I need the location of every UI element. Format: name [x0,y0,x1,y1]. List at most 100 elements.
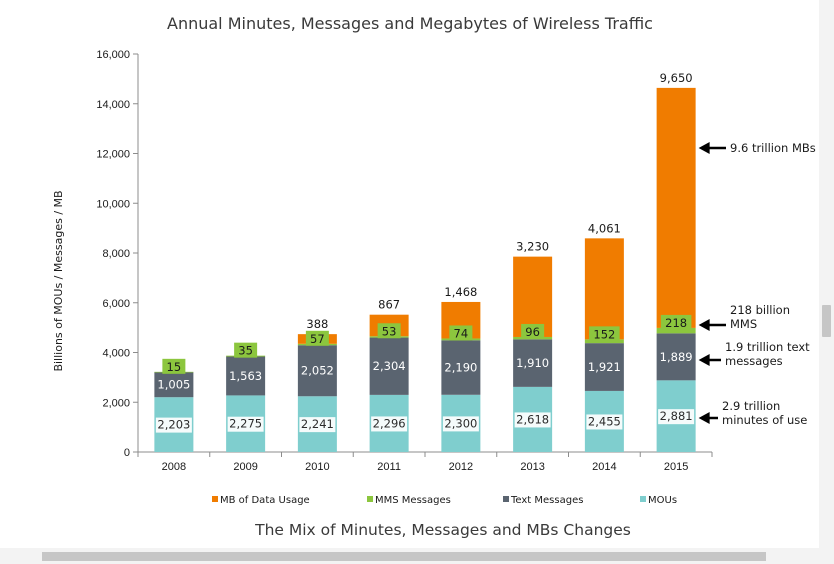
bar-segment-data-usage [656,87,696,328]
data-label-box [371,416,408,432]
annotation-text: minutes of use [722,413,807,427]
chart-subtitle: The Mix of Minutes, Messages and MBs Cha… [254,521,631,539]
data-label-mous: 2,296 [373,416,406,430]
annotation-arrow-head [698,319,710,331]
data-label-data-usage: 3,230 [516,240,549,254]
data-label-mous: 2,203 [157,418,190,432]
annotation-text: MMS [730,317,757,331]
annotation-text: 218 billion [730,303,790,317]
annotation-text: 2.9 trillion [722,399,780,413]
data-label-box [660,314,692,330]
bar-segment-text-messages [369,337,409,395]
y-tick-label: 0 [124,447,130,459]
data-label-box [305,330,329,346]
data-label-mms-messages: 74 [454,326,469,340]
data-label-box [658,409,695,425]
data-label-mous: 2,455 [588,414,621,428]
x-tick-label: 2008 [162,461,186,473]
bar-segment-text-messages [297,345,337,397]
bar-segment-text-messages [513,339,553,387]
data-label-text-messages: 2,190 [444,361,477,375]
annotation-arrow-head [698,354,710,366]
data-label-box [589,326,620,342]
legend-label: Text Messages [510,495,583,506]
data-label-box [442,416,479,432]
x-tick-label: 2012 [449,461,473,473]
legend-swatch [503,496,509,502]
data-label-box [377,323,401,339]
data-label-box [155,417,192,433]
data-label-text-messages: 2,052 [301,364,334,378]
x-tick-label: 2011 [377,461,401,473]
horizontal-scroll-thumb[interactable] [42,552,766,561]
data-label-data-usage: 9,650 [660,71,693,85]
bar-segment-text-messages [441,340,481,395]
vertical-scrollbar[interactable] [819,0,834,548]
data-label-text-messages: 1,889 [660,350,693,364]
data-label-mms-messages: 218 [665,316,687,330]
x-tick-label: 2010 [305,461,329,473]
legend: MB of Data Usage MMS Messages Text Message… [212,495,677,506]
legend-label: MMS Messages [375,495,451,506]
x-tick-label: 2013 [520,461,544,473]
x-axis: 2008 2009 2010 2011 2012 2013 2014 2015 [137,451,713,473]
data-label-data-usage: 388 [306,317,328,331]
y-tick-label: 10,000 [96,198,130,210]
data-label-box [521,323,545,339]
data-label-text-messages: 2,304 [373,359,406,373]
data-label-mous: 2,300 [444,416,477,430]
annotation-text: messages [725,354,783,368]
bar-segment-text-messages [154,372,194,398]
data-label-mous: 2,881 [660,409,693,423]
bar-segment-text-messages [584,343,624,391]
data-label-mous: 2,275 [229,417,262,431]
annotation-arrow-head [698,142,710,154]
data-label-mms-messages: 152 [593,327,615,341]
bar-segment-data-usage [513,256,553,337]
y-tick-label: 4,000 [102,348,130,360]
data-label-box [514,412,551,428]
data-label-mous: 2,241 [301,417,334,431]
data-label-mms-messages: 35 [238,344,253,358]
data-label-data-usage: 1,468 [444,285,477,299]
data-label-mms-messages: 96 [525,325,540,339]
data-label-mms-messages: 15 [167,360,182,374]
x-tick-label: 2009 [233,461,257,473]
data-label-mms-messages: 57 [310,332,325,346]
data-label-text-messages: 1,005 [157,378,190,392]
data-label-box [227,416,264,432]
data-label-mms-messages: 53 [382,324,397,338]
bar-segment-data-usage [584,238,624,340]
chart-title: Annual Minutes, Messages and Megabytes o… [167,14,653,33]
data-label-text-messages: 1,563 [229,369,262,383]
y-tick-label: 12,000 [96,149,130,161]
bar-segment-mms-messages [656,327,696,334]
data-label-data-usage: 867 [378,298,400,312]
legend-label: MB of Data Usage [220,495,310,506]
data-label-mous: 2,618 [516,412,549,426]
y-tick-label: 6,000 [102,298,130,310]
legend-swatch [367,496,373,502]
data-label-box [449,325,473,341]
vertical-scroll-thumb[interactable] [822,305,831,337]
data-label-box [586,414,623,430]
data-label-box [162,358,186,374]
x-tick-label: 2015 [664,461,688,473]
x-tick-label: 2014 [592,461,616,473]
horizontal-scrollbar[interactable] [0,548,834,564]
data-label-box [299,417,336,433]
data-label-data-usage: 4,061 [588,221,621,235]
annotation-text: 1.9 trillion text [725,340,810,354]
bar-segment-text-messages [226,356,266,396]
annotation-text: 9.6 trillion MBs [730,141,816,155]
y-axis: 0 2,000 4,000 6,000 8,000 10,000 12,000 14,000 1… [96,49,139,459]
legend-swatch [212,496,218,502]
annotation-arrow-head [698,412,710,424]
y-tick-label: 16,000 [96,49,130,61]
y-tick-label: 8,000 [102,248,130,260]
bar-segment-text-messages [656,333,696,381]
